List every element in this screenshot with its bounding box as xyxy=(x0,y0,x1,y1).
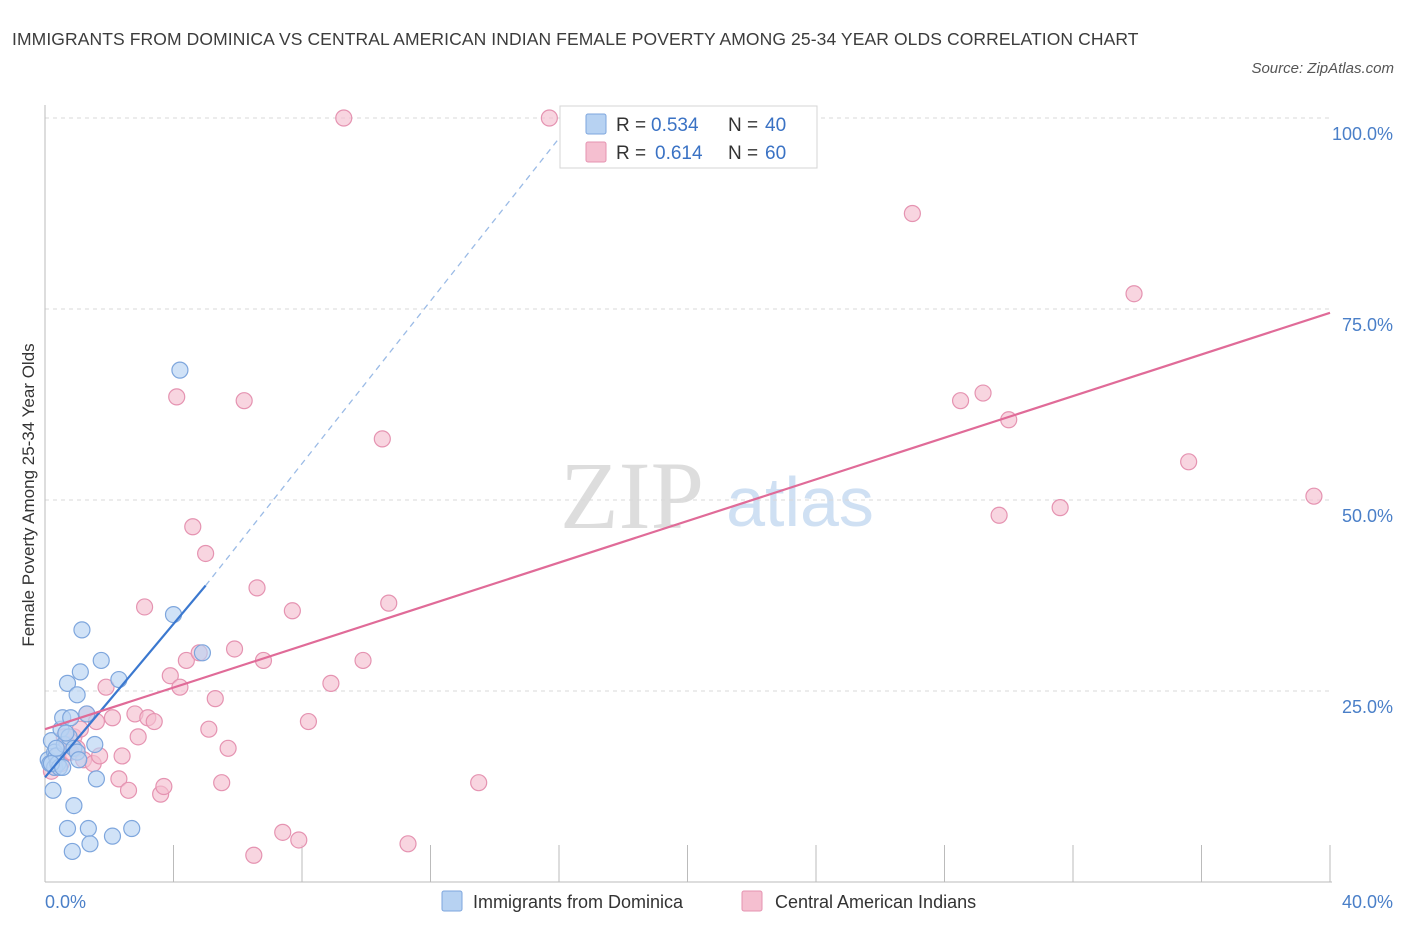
point-central-american-indian xyxy=(119,781,138,799)
point-central-american-indian xyxy=(200,720,218,738)
point-central-american-indian xyxy=(135,598,154,616)
point-central-american-indian xyxy=(129,728,147,746)
bottom-legend: Immigrants from Dominica Central America… xyxy=(441,890,976,912)
point-dominica xyxy=(58,674,77,692)
point-central-american-indian xyxy=(540,109,558,127)
point-central-american-indian xyxy=(206,690,224,708)
legend-r-value-pink: 0.614 xyxy=(655,143,703,164)
point-dominica xyxy=(65,796,83,815)
watermark-zip: ZIP xyxy=(560,442,704,549)
bottom-legend-swatch-pink xyxy=(741,890,763,912)
point-dominica xyxy=(79,819,97,838)
point-central-american-indian xyxy=(335,109,353,127)
point-central-american-indian xyxy=(197,544,215,563)
point-central-american-indian xyxy=(299,712,318,731)
point-central-american-indian xyxy=(990,506,1008,524)
bottom-legend-swatch-blue xyxy=(441,890,463,912)
y-tick-label: 100.0% xyxy=(1332,124,1393,144)
point-central-american-indian xyxy=(470,774,488,792)
y-tick-label: 75.0% xyxy=(1342,315,1393,335)
point-dominica xyxy=(71,663,89,681)
bottom-legend-label-blue: Immigrants from Dominica xyxy=(473,892,684,912)
point-central-american-indian xyxy=(97,678,115,696)
point-dominica xyxy=(47,739,65,757)
point-dominica xyxy=(57,724,75,742)
legend: R = 0.534 N = 40 R = 0.614 N = 60 xyxy=(559,105,818,169)
point-dominica xyxy=(87,770,106,788)
point-central-american-indian xyxy=(155,777,173,796)
point-central-american-indian xyxy=(110,770,128,788)
legend-n-label-pink: N = xyxy=(728,143,758,164)
point-central-american-indian xyxy=(380,594,398,612)
point-central-american-indian xyxy=(168,388,186,406)
point-central-american-indian xyxy=(245,846,263,864)
point-central-american-indian xyxy=(1125,285,1143,303)
point-central-american-indian xyxy=(1305,487,1323,505)
legend-swatch-blue xyxy=(585,113,607,135)
point-dominica xyxy=(110,670,128,689)
point-central-american-indian xyxy=(235,392,253,410)
point-central-american-indian xyxy=(225,640,244,658)
x-tick-label: 0.0% xyxy=(45,892,86,912)
point-dominica xyxy=(86,735,104,754)
point-dominica xyxy=(92,651,110,670)
point-central-american-indian xyxy=(213,774,231,792)
point-central-american-indian xyxy=(399,835,417,853)
point-dominica xyxy=(70,751,88,769)
point-dominica xyxy=(73,621,91,639)
trend-line-pink xyxy=(44,311,1331,731)
y-tick-label: 50.0% xyxy=(1342,506,1393,526)
point-central-american-indian xyxy=(974,384,992,402)
x-tick-label: 40.0% xyxy=(1342,892,1393,912)
point-dominica xyxy=(193,644,212,662)
point-dominica xyxy=(58,819,77,838)
point-central-american-indian xyxy=(373,430,391,448)
legend-r-label-blue: R = xyxy=(616,115,646,136)
point-central-american-indian xyxy=(1051,499,1069,517)
bottom-legend-label-pink: Central American Indians xyxy=(775,892,976,912)
point-dominica xyxy=(123,819,141,838)
legend-r-label-pink: R = xyxy=(616,143,646,164)
point-central-american-indian xyxy=(354,651,372,670)
legend-n-label-blue: N = xyxy=(728,115,758,136)
point-dominica xyxy=(164,605,183,624)
point-dominica xyxy=(81,835,99,853)
legend-swatch-pink xyxy=(585,141,607,163)
points-layer xyxy=(39,109,1331,864)
trend-layer xyxy=(205,117,576,586)
y-tick-label: 25.0% xyxy=(1342,697,1393,717)
y-axis-title: Female Poverty Among 25-34 Year Olds xyxy=(19,343,38,646)
axes-layer: 25.0% 50.0% 75.0% 100.0% 0.0% 40.0% xyxy=(44,105,1393,912)
point-central-american-indian xyxy=(161,667,179,685)
point-dominica xyxy=(44,781,62,799)
point-central-american-indian xyxy=(103,709,122,727)
point-central-american-indian xyxy=(322,674,340,692)
trend-line-blue-extension xyxy=(205,117,576,586)
point-central-american-indian xyxy=(145,712,163,731)
source-label: Source: ZipAtlas.com xyxy=(1251,60,1394,77)
point-dominica xyxy=(68,686,86,704)
point-central-american-indian xyxy=(113,747,131,765)
chart-title: IMMIGRANTS FROM DOMINICA VS CENTRAL AMER… xyxy=(12,29,1139,49)
legend-n-value-blue: 40 xyxy=(765,115,786,136)
point-central-american-indian xyxy=(951,392,970,410)
legend-r-value-blue: 0.534 xyxy=(651,115,699,136)
point-central-american-indian xyxy=(274,823,292,841)
legend-n-value-pink: 60 xyxy=(765,143,786,164)
point-central-american-indian xyxy=(903,204,921,223)
point-central-american-indian xyxy=(177,651,195,670)
point-central-american-indian xyxy=(248,579,266,597)
point-central-american-indian xyxy=(184,518,202,536)
point-central-american-indian xyxy=(283,602,301,620)
point-central-american-indian xyxy=(219,739,237,757)
point-dominica xyxy=(63,842,81,861)
point-dominica xyxy=(103,827,122,845)
trend-line-blue xyxy=(44,584,207,779)
watermark-atlas: atlas xyxy=(726,463,874,541)
point-dominica xyxy=(171,361,189,379)
point-central-american-indian xyxy=(1180,453,1198,471)
point-central-american-indian xyxy=(290,831,308,849)
